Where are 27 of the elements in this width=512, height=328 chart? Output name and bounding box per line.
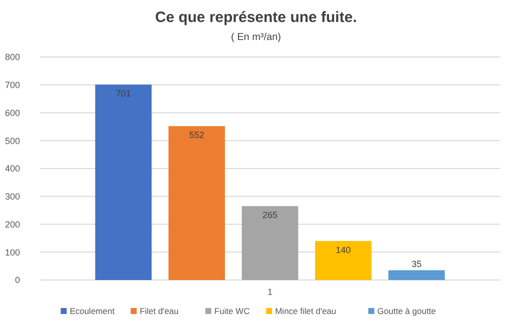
data-label: 140 [336, 244, 351, 255]
legend-label: Filet d'eau [140, 306, 179, 316]
bar [242, 206, 298, 280]
bar [168, 126, 225, 280]
data-label: 35 [412, 259, 422, 270]
data-label: 701 [116, 88, 131, 99]
y-tick-label: 800 [4, 52, 20, 62]
data-label: 265 [262, 210, 278, 220]
y-tick-label: 0 [14, 275, 20, 286]
legend-label: Fuite WC [214, 306, 250, 316]
chart-title: Ce que représente une fuite. [155, 9, 357, 26]
legend-label: Goutte à goutte [377, 306, 436, 316]
bar [388, 270, 445, 280]
x-tick-label: 1 [267, 287, 273, 297]
y-tick-label: 200 [4, 219, 20, 230]
y-tick-label: 400 [4, 164, 20, 174]
y-tick-label: 700 [4, 80, 20, 90]
legend-label: Mince filet d'eau [275, 306, 337, 316]
chart-subtitle: ( En m³/an) [230, 32, 282, 43]
bar [315, 240, 372, 280]
data-label: 552 [189, 130, 204, 140]
legend-label: Ecoulement [70, 306, 116, 316]
y-tick-label: 300 [4, 192, 20, 202]
bar [95, 84, 152, 280]
y-tick-label: 600 [4, 108, 20, 118]
y-tick-label: 100 [4, 247, 20, 258]
y-tick-label: 500 [4, 136, 20, 146]
